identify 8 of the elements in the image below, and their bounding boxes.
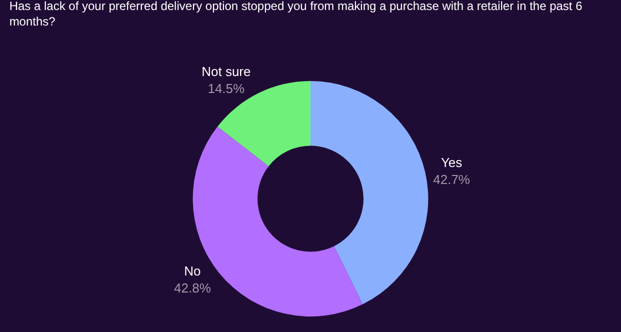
- data-label: 14.5%: [208, 81, 246, 96]
- chart-title: Has a lack of your preferred delivery option stopped you from making a purchase with a retailer in the past 6 months?: [9, 0, 583, 29]
- slice-label: No: [184, 264, 201, 279]
- slice-label: Not sure: [202, 64, 251, 80]
- data-label: 42.7%: [433, 172, 470, 188]
- slice-label: Yes: [440, 155, 463, 170]
- data-label: 42.8%: [174, 280, 212, 296]
- donut-slice: [310, 81, 428, 304]
